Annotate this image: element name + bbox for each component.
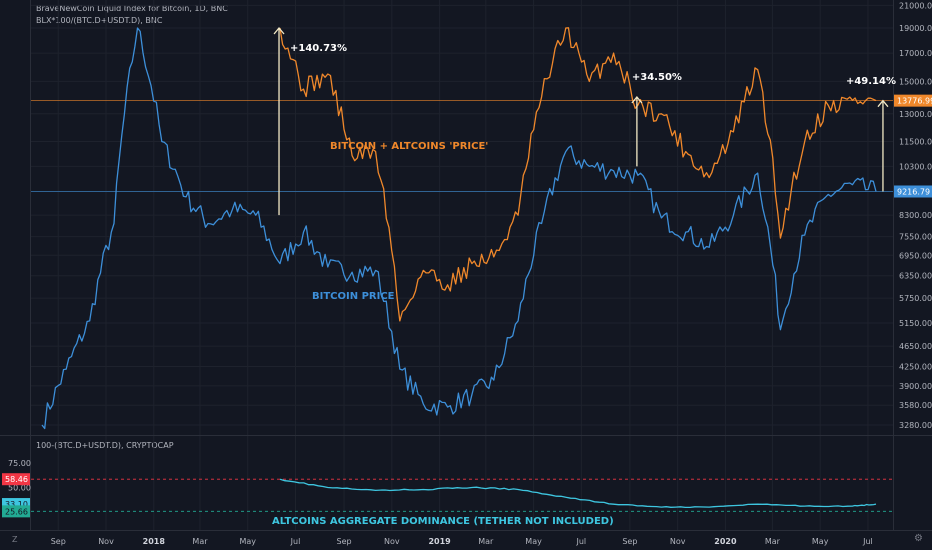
annotation-arrow-head	[631, 96, 643, 104]
price-tick-label: 10300.00	[899, 162, 932, 171]
alt-series-label: BITCOIN + ALTCOINS 'PRICE'	[330, 141, 488, 152]
chart-subtitle: BLX*100/(BTC.D+USDT.D), BNC	[36, 16, 163, 25]
time-tick-label: Mar	[192, 537, 208, 546]
price-tick-label: 21000.00	[899, 1, 932, 10]
dominance-series	[279, 478, 877, 509]
time-tick-label: Nov	[98, 537, 114, 546]
alt-last-price-badge: 13776.99	[897, 97, 932, 106]
price-tick-label: 3280.00	[899, 421, 932, 430]
price-tick-label: 15000.00	[899, 77, 932, 86]
price-tick-label: 8300.00	[899, 211, 932, 220]
price-tick-label: 5150.00	[899, 319, 932, 328]
btc-series-label: BITCOIN PRICE	[312, 291, 395, 302]
price-tick-label: 3580.00	[899, 401, 932, 410]
z-button[interactable]: Z	[12, 535, 18, 544]
annotation-34-percent: +34.50%	[632, 72, 682, 83]
sub-y-tick-label: 50.00	[8, 484, 31, 493]
dominance-high-badge: 58.46	[5, 475, 28, 484]
price-tick-label: 4650.00	[899, 342, 932, 351]
btc-last-price-badge: 9216.79	[897, 187, 930, 196]
time-tick-label: Mar	[765, 537, 781, 546]
price-tick-label: 4250.00	[899, 362, 932, 371]
sub-y-tick-label: 75.00	[8, 459, 31, 468]
annotation-arrow-head	[273, 26, 285, 35]
time-tick-label: 2019	[428, 537, 451, 546]
time-tick-label: Sep	[622, 537, 637, 546]
subchart-title: 100-(BTC.D+USDT.D), CRYPTOCAP	[36, 441, 174, 450]
time-tick-label: Sep	[51, 537, 66, 546]
time-tick-label: May	[525, 537, 542, 546]
time-tick-label: Nov	[670, 537, 686, 546]
alt-price-line-series	[279, 27, 877, 322]
dominance-high-badge-bg	[2, 473, 30, 486]
price-tick-label: 6950.00	[899, 251, 932, 260]
price-tick-label: 7550.00	[899, 233, 932, 242]
time-tick-label: Jul	[576, 537, 587, 546]
annotation-140-percent: +140.73%	[290, 43, 347, 54]
dominance-low-badge: 25.66	[5, 507, 28, 516]
time-axis[interactable]: Sep Nov 2018 Mar May Jul Sep Nov 2019 Mar May Jul Se…	[51, 537, 873, 546]
time-tick-label: Sep	[337, 537, 352, 546]
time-tick-label: 2020	[714, 537, 737, 546]
time-tick-label: Mar	[478, 537, 494, 546]
gear-icon[interactable]: ⚙	[914, 533, 923, 544]
btc-price-line-series	[41, 27, 877, 430]
price-tick-label: 11500.00	[899, 137, 932, 146]
alt-last-price-badge-bg	[894, 94, 932, 107]
annotation-arrows	[273, 26, 889, 216]
price-tick-label: 19000.00	[899, 24, 932, 33]
annotation-49-percent: +49.14%	[846, 76, 896, 87]
time-tick-label: May	[812, 537, 829, 546]
dominance-current-badge: 33.10	[5, 500, 28, 509]
grid	[31, 0, 893, 530]
btc-last-price-badge-bg	[894, 185, 932, 198]
reference-lines	[31, 100, 893, 192]
chart-title: BraveNewCoin Liquid Index for Bitcoin, 1…	[36, 4, 228, 13]
dominance-low-badge-bg	[2, 505, 30, 518]
annotation-texts: +140.73% +34.50% +49.14% BITCOIN + ALTCOINS…	[290, 43, 896, 302]
time-tick-label: May	[239, 537, 256, 546]
dominance-title: ALTCOINS AGGREGATE DOMINANCE (TETHER NOT…	[272, 516, 614, 527]
price-tick-label: 17000.00	[899, 49, 932, 58]
price-tick-label: 13000.00	[899, 110, 932, 119]
price-tick-label: 5750.00	[899, 294, 932, 303]
time-tick-label: Nov	[384, 537, 400, 546]
time-tick-label: Jul	[290, 537, 301, 546]
series-layer	[41, 27, 877, 430]
time-tick-label: Jul	[862, 537, 873, 546]
price-tick-label: 6350.00	[899, 272, 932, 281]
price-axis[interactable]: 21000.00 19000.00 17000.00 15000.00 13000.00…	[894, 1, 932, 430]
annotation-arrow-head	[877, 99, 889, 108]
time-tick-label: 2018	[143, 537, 166, 546]
price-tick-label: 3900.00	[899, 382, 932, 391]
